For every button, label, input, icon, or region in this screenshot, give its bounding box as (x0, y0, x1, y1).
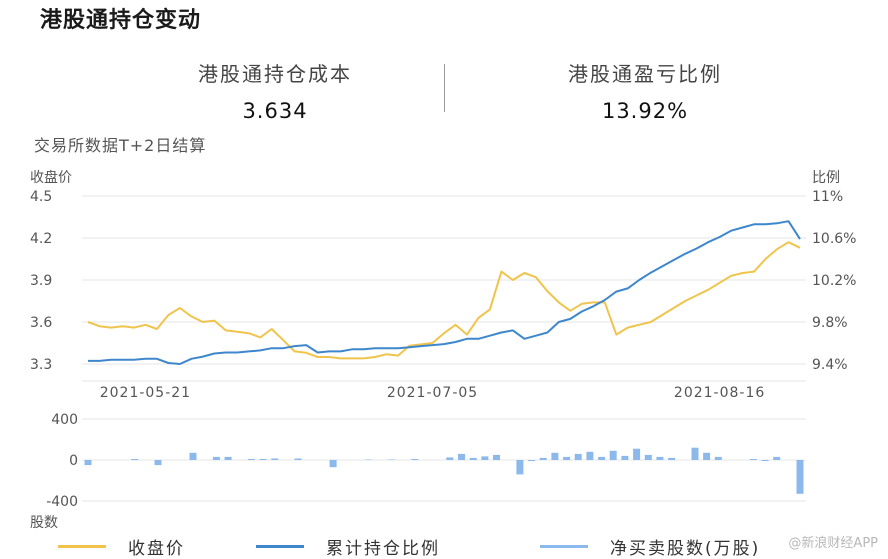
net-flow-bar (259, 459, 267, 460)
net-flow-bar (516, 460, 524, 475)
net-flow-bar (364, 459, 372, 460)
net-flow-bar (212, 456, 220, 460)
net-flow-bar (691, 447, 699, 460)
right-tick-label: 10.2% (812, 273, 856, 289)
x-tick-label: 2021-05-21 (100, 385, 191, 401)
legend-swatch (58, 545, 106, 548)
right-tick-label: 9.8% (812, 315, 848, 331)
stat-holding-cost: 港股通持仓成本 3.634 (110, 58, 440, 123)
legend-label: 累计持仓比例 (326, 539, 440, 559)
net-flow-bar (644, 454, 652, 460)
net-flow-bar (773, 456, 781, 460)
legend-item-net: 净买卖股数(万股) (540, 534, 760, 559)
net-flow-bar (294, 458, 302, 460)
bar-axis-title: 股数 (30, 515, 58, 530)
legend-swatch (256, 545, 304, 548)
net-flow-bar (411, 459, 419, 460)
net-flow-bar (714, 456, 722, 460)
net-flow-bar (586, 451, 594, 460)
net-flow-bar (247, 459, 255, 460)
right-tick-label: 11% (812, 189, 843, 205)
legend: 收盘价 累计持仓比例 净买卖股数(万股) (0, 530, 888, 559)
right-axis-title: 比例 (812, 170, 840, 186)
net-flow-bar (84, 460, 92, 466)
right-tick-label: 9.4% (812, 357, 848, 373)
x-tick-label: 2021-08-16 (674, 385, 765, 401)
net-flow-bar (481, 456, 489, 460)
net-flow-bar (388, 459, 395, 460)
net-flow-bar (749, 459, 757, 460)
left-axis-title: 收盘价 (30, 169, 72, 186)
legend-item-ratio: 累计持仓比例 (256, 534, 440, 559)
net-flow-bar (446, 457, 454, 460)
watermark: @新浪财经APP (788, 536, 878, 551)
lines (87, 220, 801, 365)
stat-divider (444, 64, 445, 112)
left-tick-label: 3.9 (30, 273, 52, 289)
stat-profit-ratio: 港股通盈亏比例 13.92% (480, 58, 810, 123)
axis-labels: 4.5 4.2 3.9 3.6 3.3 11% 10.6% 10.2% 9.8% 9.4% 2021… (30, 189, 856, 510)
net-flow-bar (621, 455, 629, 460)
legend-label: 收盘价 (128, 539, 185, 559)
net-flow-bar (574, 453, 582, 460)
stat-label: 港股通盈亏比例 (568, 62, 722, 86)
left-tick-label: 4.5 (30, 189, 52, 205)
right-tick-label: 10.6% (812, 231, 856, 247)
net-flow-bar (551, 452, 559, 460)
net-flow-bar (224, 456, 232, 460)
net-flow-bar (271, 458, 279, 460)
net-flow-bar (633, 448, 641, 460)
net-flow-bars (84, 447, 804, 494)
ratio-line (88, 220, 801, 365)
price-line (87, 241, 801, 360)
left-tick-label: 3.6 (30, 315, 52, 331)
net-flow-bar (668, 457, 676, 460)
net-flow-bar (609, 450, 617, 460)
x-tick-label: 2021-07-05 (387, 385, 478, 401)
net-flow-bar (539, 457, 547, 460)
legend-label: 净买卖股数(万股) (610, 539, 761, 559)
net-flow-bar (189, 452, 197, 460)
bar-tick-label: 400 (51, 412, 78, 428)
page-title: 港股通持仓变动 (40, 8, 202, 33)
net-flow-bar (761, 460, 769, 461)
bar-tick-label: -400 (46, 494, 78, 510)
net-flow-bar (656, 456, 664, 460)
stat-value: 3.634 (242, 99, 308, 123)
left-tick-label: 4.2 (30, 231, 52, 247)
legend-swatch (540, 545, 588, 548)
settlement-note: 交易所数据T+2日结算 (34, 136, 207, 155)
net-flow-bar (469, 457, 477, 460)
holdings-chart: 4.5 4.2 3.9 3.6 3.3 11% 10.6% 10.2% 9.8% 9.4% 2021… (30, 169, 856, 530)
net-flow-bar (703, 452, 711, 460)
net-flow-bar (493, 454, 500, 460)
net-flow-bar (528, 460, 535, 461)
legend-item-price: 收盘价 (58, 534, 185, 559)
left-tick-label: 3.3 (30, 357, 52, 373)
net-flow-bar (154, 460, 162, 466)
net-flow-bar (598, 456, 606, 460)
net-flow-bar (329, 460, 337, 468)
stat-label: 港股通持仓成本 (198, 62, 352, 86)
stat-value: 13.92% (601, 99, 689, 123)
bar-tick-label: 0 (69, 453, 78, 469)
net-flow-bar (131, 459, 139, 460)
net-flow-bar (458, 453, 465, 460)
net-flow-bar (796, 460, 804, 494)
net-flow-bar (563, 456, 571, 460)
